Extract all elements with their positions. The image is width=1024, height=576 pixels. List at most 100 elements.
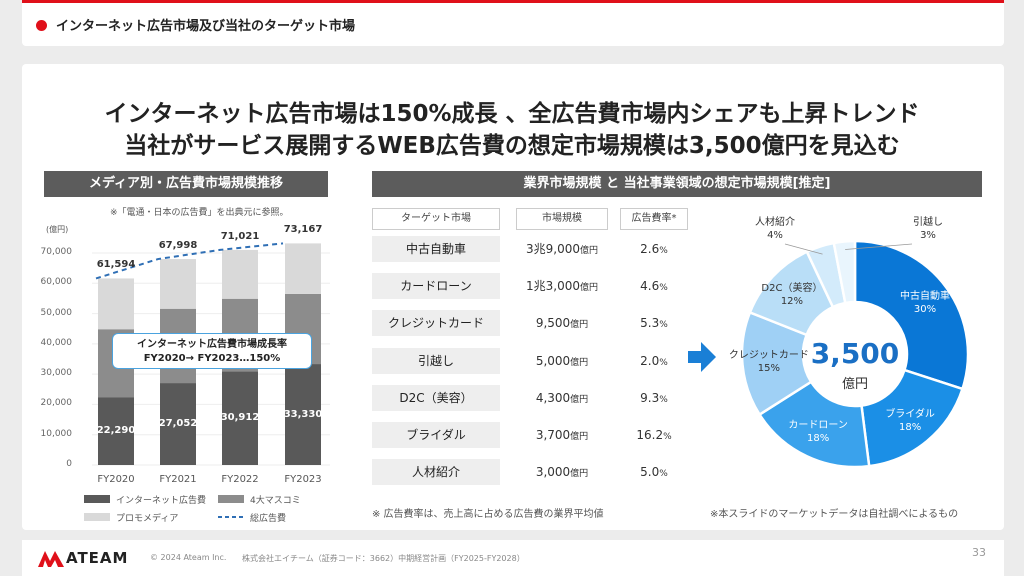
donut-center-unit: 億円	[841, 377, 868, 392]
x-tick-label: FY2023	[284, 474, 322, 485]
y-tick-label: 30,000	[40, 368, 73, 379]
legend-mass4: 4大マスコミ	[250, 496, 301, 506]
size-value: 9,500	[535, 316, 571, 331]
table-row-rate: 4.6%	[620, 273, 688, 299]
donut-label-4: D2C（美容） 12%	[747, 282, 837, 308]
table-row-name: 人材紹介	[372, 459, 500, 486]
table-row-rate: 5.0%	[620, 459, 688, 485]
donut-center-value: 3,500	[810, 337, 900, 370]
table-row-size: 3,700億円	[516, 422, 608, 448]
legend-swatch-promo	[84, 513, 110, 521]
size-unit: 億円	[570, 320, 589, 331]
internet-value-label: 27,052	[158, 418, 198, 430]
rate-unit: %	[659, 469, 668, 480]
internet-value-label: 33,330	[283, 408, 323, 420]
table-row-name: ブライダル	[372, 422, 500, 448]
table-header-size: 市場規模	[516, 208, 608, 230]
size-value: 4,300	[535, 390, 571, 405]
page-number: 33	[972, 546, 986, 559]
header-bar: インターネット広告市場及び当社のターゲット市場	[22, 0, 1004, 46]
donut-label-name: カードローン	[788, 420, 848, 432]
ateam-logo-icon	[38, 551, 64, 567]
total-label: 67,998	[158, 240, 198, 252]
callout-line2: FY2020→ FY2023…150%	[143, 353, 281, 364]
legend-total: 総広告費	[250, 514, 287, 524]
table-row-rate: 9.3%	[620, 385, 688, 411]
growth-callout: インターネット広告費市場成長率 FY2020→ FY2023…150%	[112, 333, 312, 369]
donut-label-3: クレジットカード 15%	[724, 349, 814, 375]
internet-value-label: 30,912	[220, 412, 260, 424]
x-tick-label: FY2020	[97, 474, 135, 485]
donut-label-2: カードローン 18%	[773, 419, 863, 445]
size-value: 5,000	[535, 353, 571, 368]
donut-label-6: 引越し 3%	[883, 216, 973, 242]
headline-line1: インターネット広告市場は150%成長 、全広告費市場内シェアも上昇トレンド	[104, 101, 920, 127]
table-row-name: D2C（美容）	[372, 384, 500, 411]
size-unit: 億円	[579, 246, 598, 256]
donut-label-name: クレジットカード	[728, 350, 809, 362]
footer-company: 株式会社エイチーム（証券コード：3662）中期経営計画（FY2025-FY202…	[242, 554, 525, 563]
table-row-size: 9,500億円	[516, 310, 608, 336]
total-label: 73,167	[283, 224, 323, 236]
donut-label-percent: 3%	[920, 230, 936, 241]
callout-line1: インターネット広告費市場成長率	[137, 339, 287, 350]
donut-label-percent: 15%	[757, 363, 780, 375]
donut-label-name: 人材紹介	[755, 217, 795, 228]
y-tick-label: 0	[66, 459, 72, 469]
internet-value-label: 22,290	[96, 425, 136, 437]
table-row-size: 4,300億円	[516, 385, 608, 411]
headline-line2: 当社がサービス展開するWEB広告費の想定市場規模は3,500億円を見込む	[124, 133, 900, 159]
unit-label: (億円)	[46, 225, 69, 234]
table-header-market: ターゲット市場	[372, 208, 500, 230]
y-tick-label: 20,000	[40, 398, 73, 409]
table-row-name: 引越し	[372, 347, 500, 374]
table-row-size: 1兆3,000億円	[516, 273, 608, 299]
rate-value: 2.0	[640, 353, 660, 368]
table-row-rate: 5.3%	[620, 310, 688, 336]
table-row-rate: 2.0%	[620, 348, 688, 374]
y-tick-label: 40,000	[40, 337, 73, 348]
table-row-rate: 2.6%	[620, 236, 688, 262]
right-panel-title: 業界市場規模 と 当社事業領域の想定市場規模[推定]	[372, 171, 982, 197]
x-tick-label: FY2022	[221, 474, 259, 485]
rate-value: 5.3	[640, 316, 660, 331]
y-tick-label: 50,000	[40, 307, 73, 318]
donut-label-name: D2C（美容）	[761, 282, 823, 294]
table-row-name: カードローン	[372, 273, 500, 300]
rate-unit: %	[659, 320, 668, 331]
rate-value: 16.2	[636, 428, 664, 442]
rate-value: 4.6	[640, 279, 660, 294]
legend-internet: インターネット広告費	[116, 496, 207, 506]
table-row-rate: 16.2%	[620, 422, 688, 448]
footer-copyright: © 2024 Ateam Inc.	[150, 553, 227, 562]
rate-unit: %	[659, 246, 668, 256]
rate-unit: %	[659, 357, 668, 368]
header-bullet-icon	[36, 20, 47, 31]
table-row-name: 中古自動車	[372, 236, 500, 262]
donut-label-name: 引越し	[913, 217, 943, 228]
size-unit: 億円	[570, 469, 589, 480]
rate-value: 9.3	[640, 390, 660, 405]
size-unit: 億円	[579, 283, 598, 294]
y-tick-label: 60,000	[40, 277, 73, 288]
donut-label-name: 中古自動車	[899, 291, 950, 303]
size-value: 3,700	[535, 428, 571, 442]
table-row-size: 5,000億円	[516, 348, 608, 374]
y-tick-label: 10,000	[40, 428, 73, 439]
donut-label-percent: 18%	[899, 421, 922, 433]
rate-unit: %	[659, 394, 668, 405]
arrow-right-icon	[688, 342, 716, 372]
legend-swatch-internet	[84, 495, 110, 503]
market-data-note: ※本スライドのマーケットデータは自社調べによるもの	[710, 509, 959, 520]
rate-unit: %	[663, 432, 672, 442]
footer: ATEAM © 2024 Ateam Inc. 株式会社エイチーム（証券コード：…	[22, 540, 1004, 576]
source-note: ※「電通・日本の広告費」を出典元に参照。	[110, 208, 289, 218]
donut-label-percent: 18%	[807, 433, 830, 445]
donut-label-percent: 30%	[913, 304, 937, 316]
total-label: 61,594	[96, 259, 136, 271]
legend-swatch-mass4	[218, 495, 244, 503]
table-row-size: 3兆9,000億円	[516, 236, 608, 262]
size-value: 3兆9,000	[525, 242, 580, 256]
left-panel-title: メディア別・広告費市場規模推移	[44, 171, 328, 197]
total-label: 71,021	[220, 230, 260, 242]
